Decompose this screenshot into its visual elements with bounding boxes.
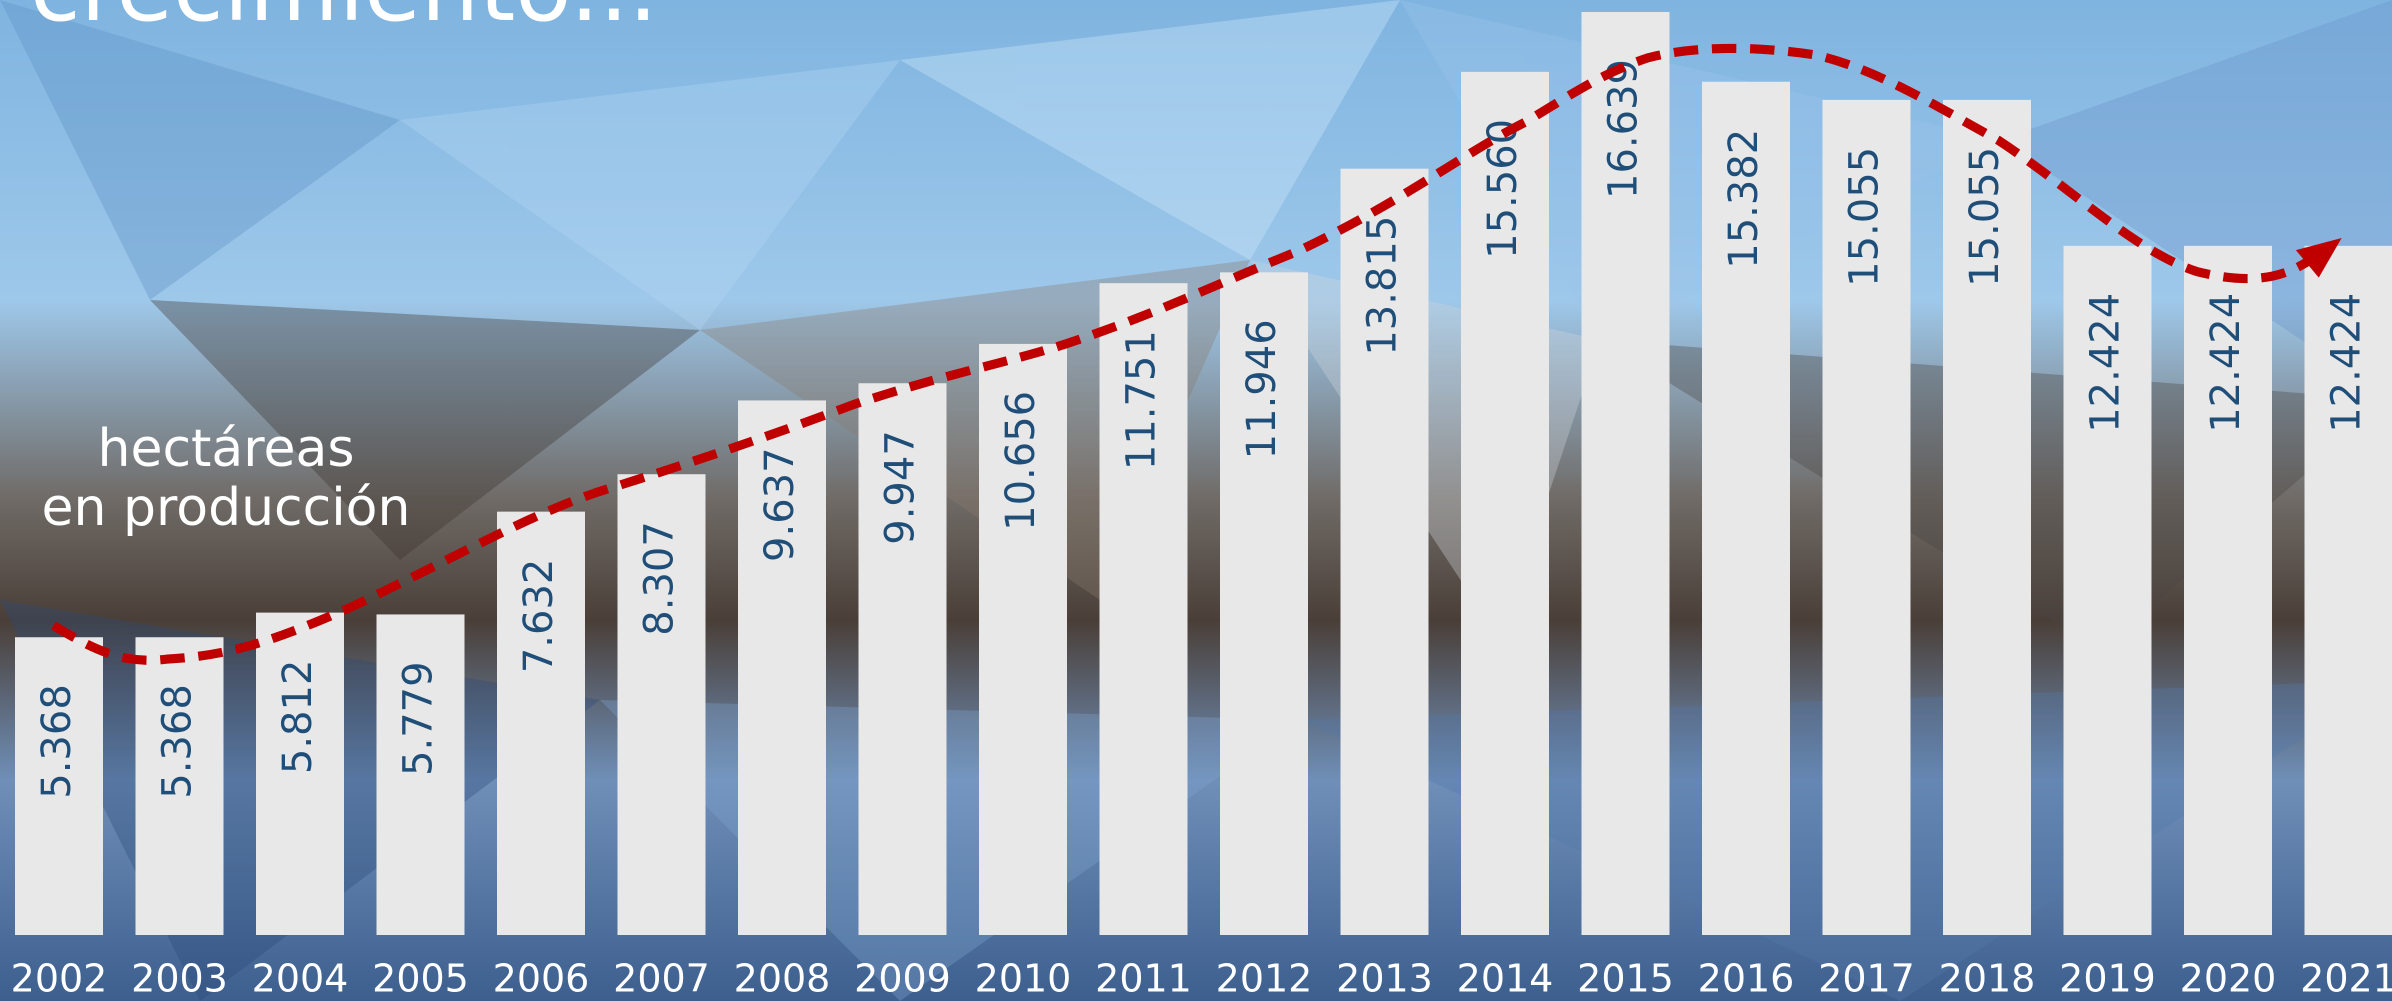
x-tick-label: 2013: [1336, 957, 1433, 1001]
bar: [2304, 245, 2392, 936]
bar: [2184, 245, 2272, 936]
value-label: 12.424: [2203, 293, 2249, 433]
bar: [1943, 99, 2031, 935]
value-label: 15.382: [1721, 129, 1767, 269]
x-tick-label: 2016: [1698, 957, 1795, 1001]
annotation: hectáreas: [98, 419, 355, 479]
bar: [1581, 12, 1670, 935]
bar: [2063, 245, 2152, 936]
bar: [858, 383, 947, 935]
x-tick-label: 2009: [854, 957, 951, 1001]
value-label: 12.424: [2083, 293, 2129, 433]
value-label: 5.812: [275, 660, 321, 775]
bar: [1822, 99, 1911, 935]
bar: [376, 614, 465, 935]
x-tick-label: 2017: [1818, 957, 1915, 1001]
x-tick-label: 2018: [1939, 957, 2036, 1001]
value-label: 9.947: [878, 430, 924, 545]
bar: [1099, 283, 1188, 935]
bar: [979, 343, 1067, 936]
value-label: 5.779: [396, 661, 442, 776]
value-label: 8.307: [637, 521, 683, 636]
x-tick-label: 2006: [493, 957, 590, 1001]
trend-line: [51, 43, 2314, 665]
value-label: 15.055: [1842, 147, 1888, 287]
value-label: 12.424: [2324, 293, 2370, 433]
bar: [497, 511, 585, 935]
bar: [1702, 81, 1790, 936]
bar: [1340, 168, 1429, 935]
x-tick-label: 2019: [2059, 957, 2156, 1001]
value-label: 11.946: [1239, 319, 1285, 459]
x-tick-label: 2003: [131, 957, 228, 1001]
value-label: 9.637: [757, 447, 803, 562]
trend-arrow: [51, 43, 2342, 665]
x-tick-label: 2005: [372, 957, 469, 1001]
bar: [738, 400, 826, 935]
x-tick-label: 2004: [252, 957, 349, 1001]
arrow-head: [2295, 237, 2342, 278]
bar: [15, 637, 103, 935]
bar: [617, 474, 706, 935]
value-label: 5.368: [34, 684, 80, 799]
bar: [1220, 272, 1308, 935]
value-label: 7.632: [516, 559, 562, 674]
x-tick-label: 2012: [1216, 957, 1313, 1001]
x-tick-label: 2010: [975, 957, 1072, 1001]
x-tick-label: 2007: [613, 957, 710, 1001]
bars: 5.368 5.368 5.812 5.779 7.632 8.307 9.637 9.947…: [15, 12, 2392, 936]
chart-title: crecimiento...: [30, 0, 658, 42]
bar: [135, 637, 224, 935]
x-tick-label: 2002: [11, 957, 108, 1001]
bar: [256, 612, 344, 935]
value-label: 5.368: [155, 684, 201, 799]
x-tick-label: 2020: [2180, 957, 2277, 1001]
x-tick-label: 2014: [1457, 957, 1554, 1001]
x-tick-label: 2015: [1577, 957, 1674, 1001]
bar: [1461, 71, 1549, 936]
x-tick-label: 2021: [2300, 957, 2392, 1001]
x-tick-label: 2011: [1095, 957, 1192, 1001]
x-tick-label: 2008: [734, 957, 831, 1001]
annotation: en producción: [42, 478, 411, 538]
value-label: 16.639: [1601, 59, 1647, 199]
value-label: 11.751: [1119, 330, 1165, 470]
value-label: 10.656: [998, 391, 1044, 531]
value-label: 15.055: [1962, 147, 2008, 287]
value-label: 13.815: [1360, 216, 1406, 356]
